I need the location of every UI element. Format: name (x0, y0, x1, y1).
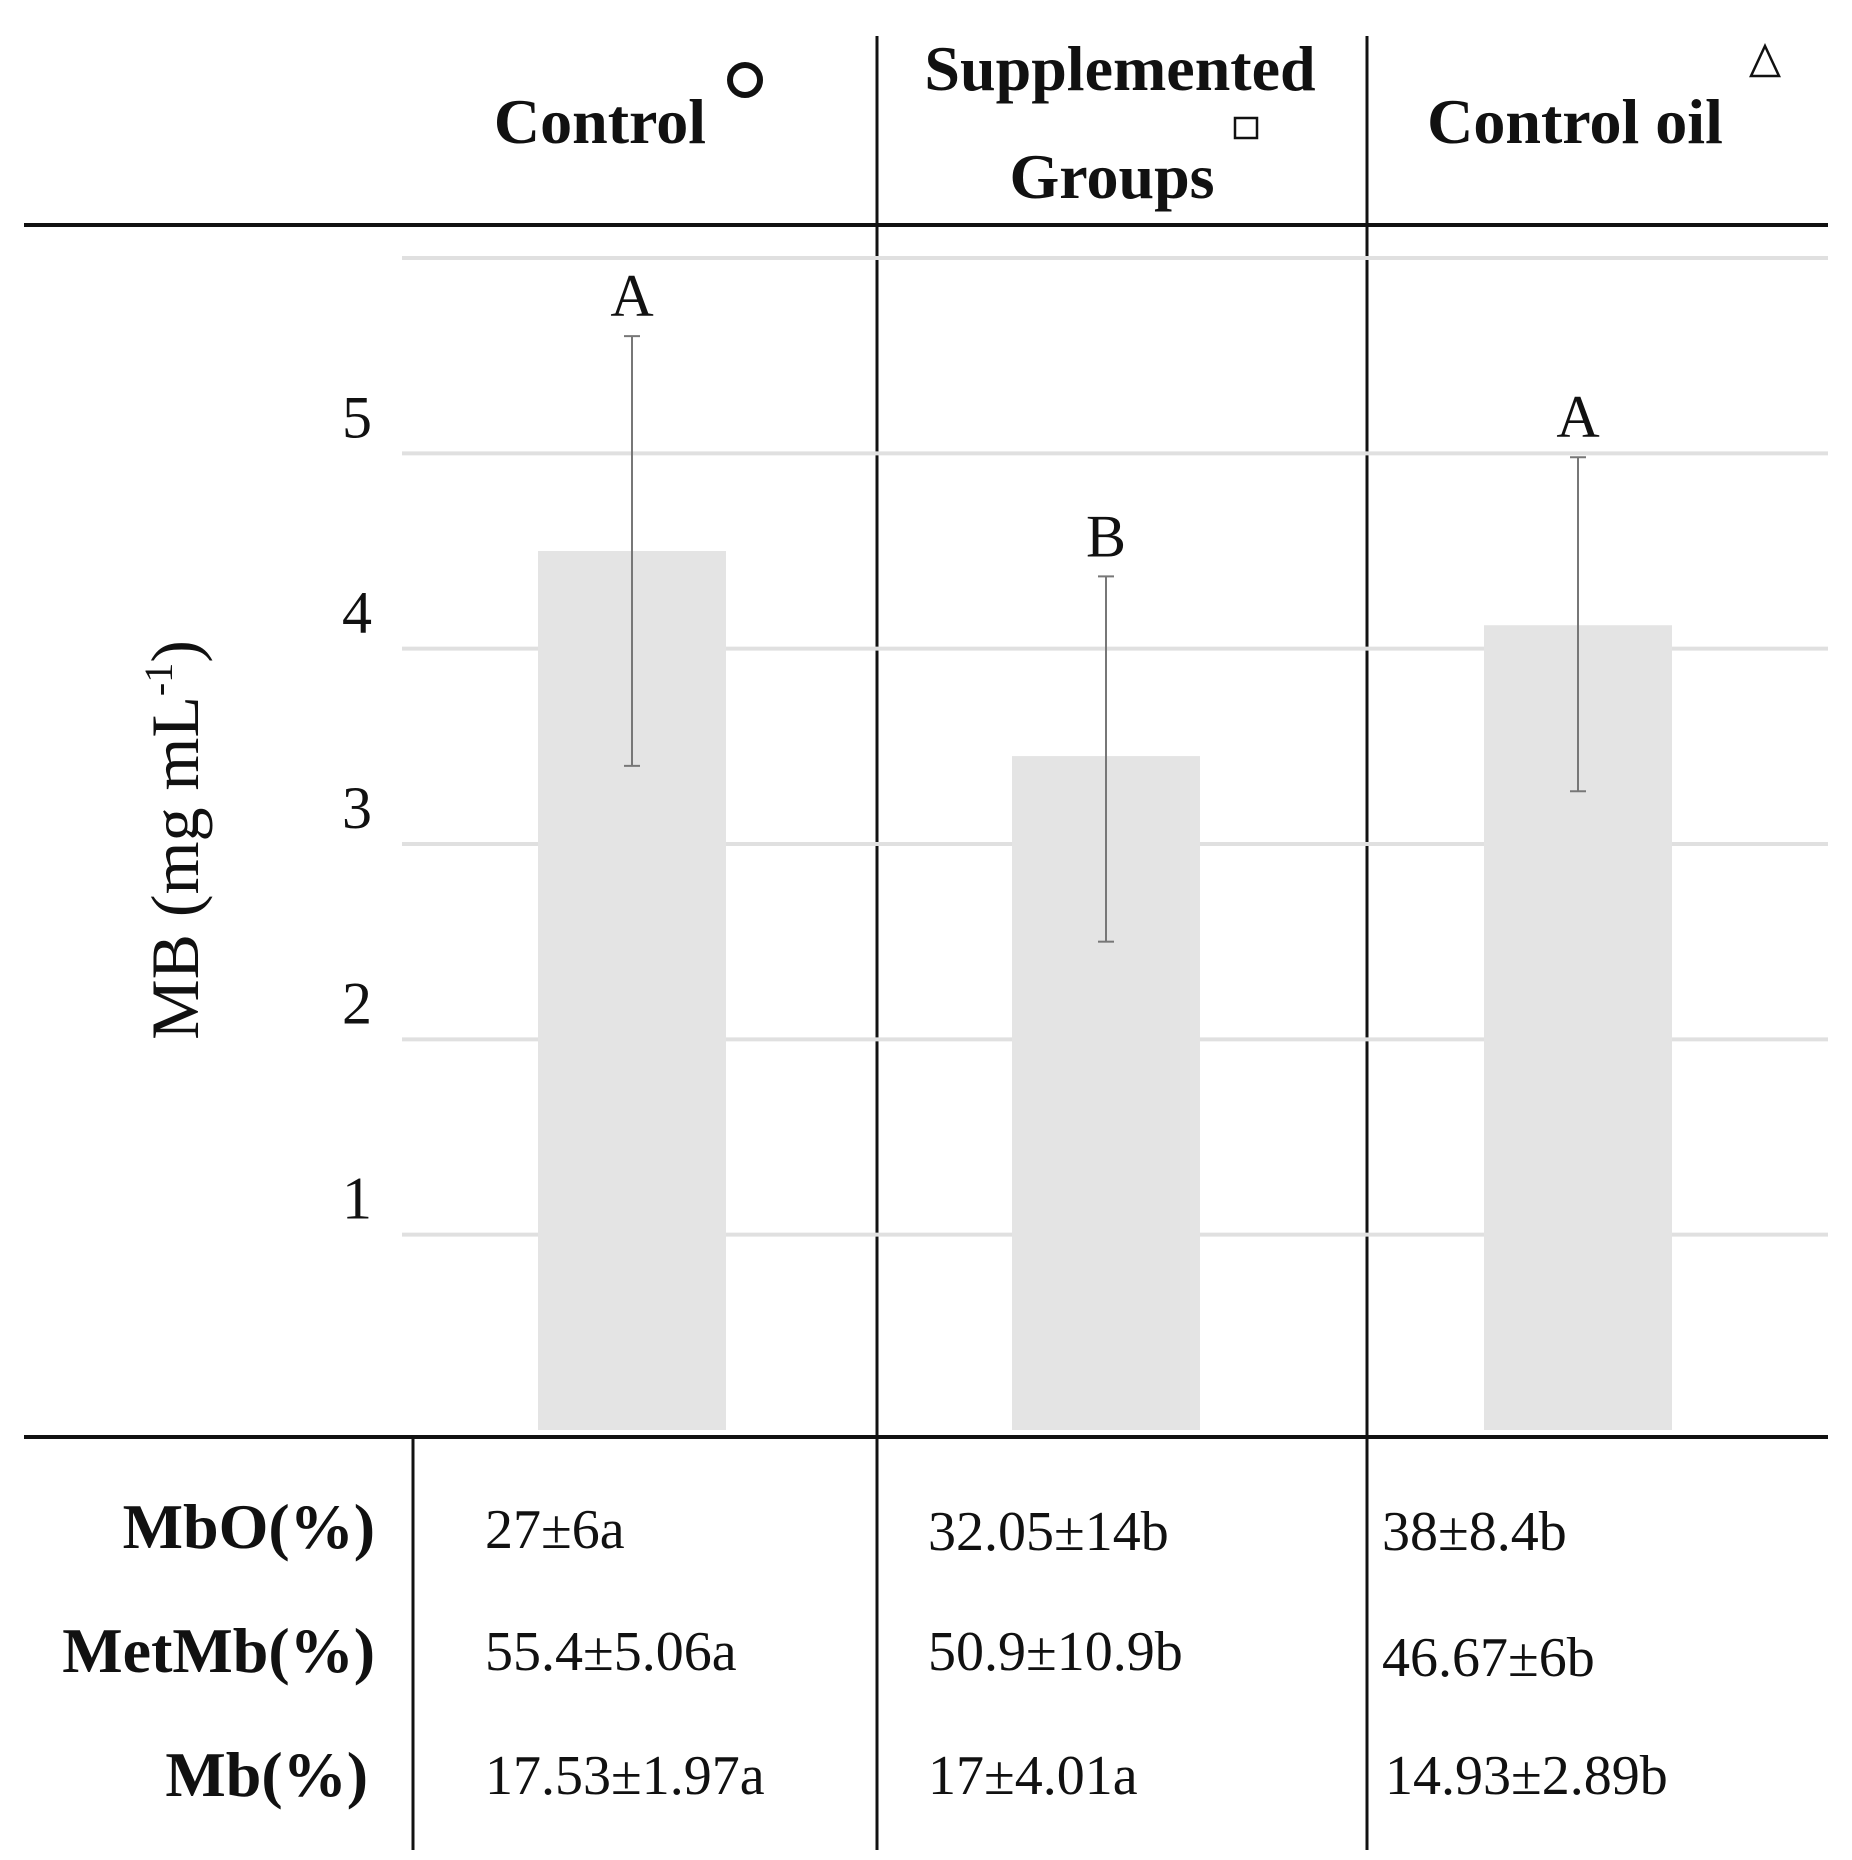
supplemented-square-icon (1233, 116, 1259, 140)
y-tick-label-2: 2 (342, 970, 372, 1036)
cell-metmb-control-oil: 46.67±6b (1382, 1627, 1595, 1689)
header-control-oil: Control oil (1427, 86, 1723, 157)
cell-metmb-control: 55.4±5.06a (485, 1621, 737, 1683)
table-row-metmb: MetMb(%) 55.4±5.06a 50.9±10.9b 46.67±6b (62, 1615, 1594, 1689)
y-axis-label-close: ) (137, 640, 213, 663)
significance-letter-1: A (610, 263, 653, 329)
significance-letter-3: A (1556, 384, 1599, 450)
header-supplemented-line2: Groups (1009, 141, 1214, 212)
cell-mb-control: 17.53±1.97a (485, 1745, 765, 1807)
table-row-mbo: MbO(%) 27±6a 32.05±14b 38±8.4b (123, 1491, 1567, 1563)
y-tick-label-1: 1 (342, 1166, 372, 1232)
y-axis-label: MB (mg mL-1) (136, 640, 213, 1040)
row-label-mbo: MbO(%) (123, 1491, 375, 1562)
cell-mbo-control: 27±6a (485, 1499, 625, 1561)
y-tick-label-3: 3 (342, 775, 372, 841)
cell-metmb-supplemented: 50.9±10.9b (928, 1621, 1183, 1683)
header-control: Control (494, 86, 706, 157)
error-layer (624, 335, 1586, 943)
header-supplemented-line1: Supplemented (924, 33, 1315, 104)
tick-layer: 1 2 3 4 5 (342, 384, 372, 1231)
cell-mb-supplemented: 17±4.01a (928, 1745, 1138, 1807)
table-row-mb: Mb(%) 17.53±1.97a 17±4.01a 14.93±2.89b (165, 1739, 1667, 1810)
y-tick-label-5: 5 (342, 384, 372, 450)
control-oil-triangle-icon (1749, 43, 1781, 78)
significance-letter-2: B (1086, 503, 1126, 569)
y-axis-label-superscript: -1 (136, 663, 181, 696)
cell-mb-control-oil: 14.93±2.89b (1385, 1745, 1668, 1807)
cell-mbo-control-oil: 38±8.4b (1382, 1501, 1567, 1563)
control-circle-icon (727, 62, 763, 98)
row-label-mb: Mb(%) (165, 1739, 368, 1810)
sig-layer: A B A (610, 263, 1599, 569)
y-tick-label-4: 4 (342, 580, 372, 646)
row-label-metmb: MetMb(%) (62, 1615, 375, 1686)
y-axis-label-main: MB (mg mL (137, 696, 213, 1040)
cell-mbo-supplemented: 32.05±14b (928, 1501, 1169, 1563)
